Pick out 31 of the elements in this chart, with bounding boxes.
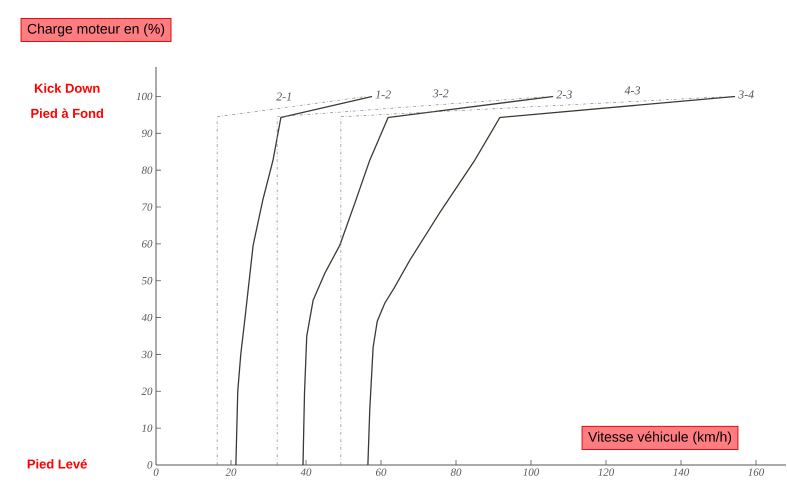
y-tick-label: 50 [142, 277, 152, 284]
y-tick-label: 60 [142, 240, 152, 248]
y-axis-title: Charge moteur en (%) [28, 23, 164, 36]
y-tick-label: 40 [142, 314, 152, 322]
series-label: 4-3 [624, 86, 640, 94]
x-tick-label: 0 [154, 468, 159, 476]
y-tick-label: 30 [142, 350, 152, 358]
x-tick-label: 100 [523, 468, 540, 476]
text: Pied Levé [28, 458, 87, 469]
x-axis-title: Vitesse véhicule (km/h) [588, 431, 732, 445]
y-tick-label: 0 [147, 461, 152, 469]
series-label: 2-1 [276, 92, 291, 100]
series-label: 3-2 [432, 89, 448, 98]
x-tick-label: 160 [748, 468, 764, 476]
y-tick-label: 70 [142, 203, 152, 211]
y-tick-label: 10 [142, 424, 152, 432]
y-tick-label: 20 [142, 388, 152, 395]
x-tick-label: 120 [598, 468, 614, 476]
x-tick-label: 40 [300, 468, 312, 476]
x-tick-label: 60 [376, 468, 386, 476]
x-tick-label: 140 [673, 468, 690, 476]
y-tick-label: 100 [136, 92, 152, 100]
x-tick-label: 20 [226, 468, 236, 476]
series-label: 2-3 [556, 90, 572, 98]
x-tick-label: 80 [450, 468, 462, 476]
series-label: 3-4 [738, 90, 754, 98]
y-tick-label: 80 [142, 166, 152, 174]
text: Pied à Fond [31, 108, 104, 118]
text: Kick Down [34, 83, 100, 93]
y-tick-label: 90 [142, 130, 152, 138]
series-label: 1-2 [376, 90, 391, 98]
